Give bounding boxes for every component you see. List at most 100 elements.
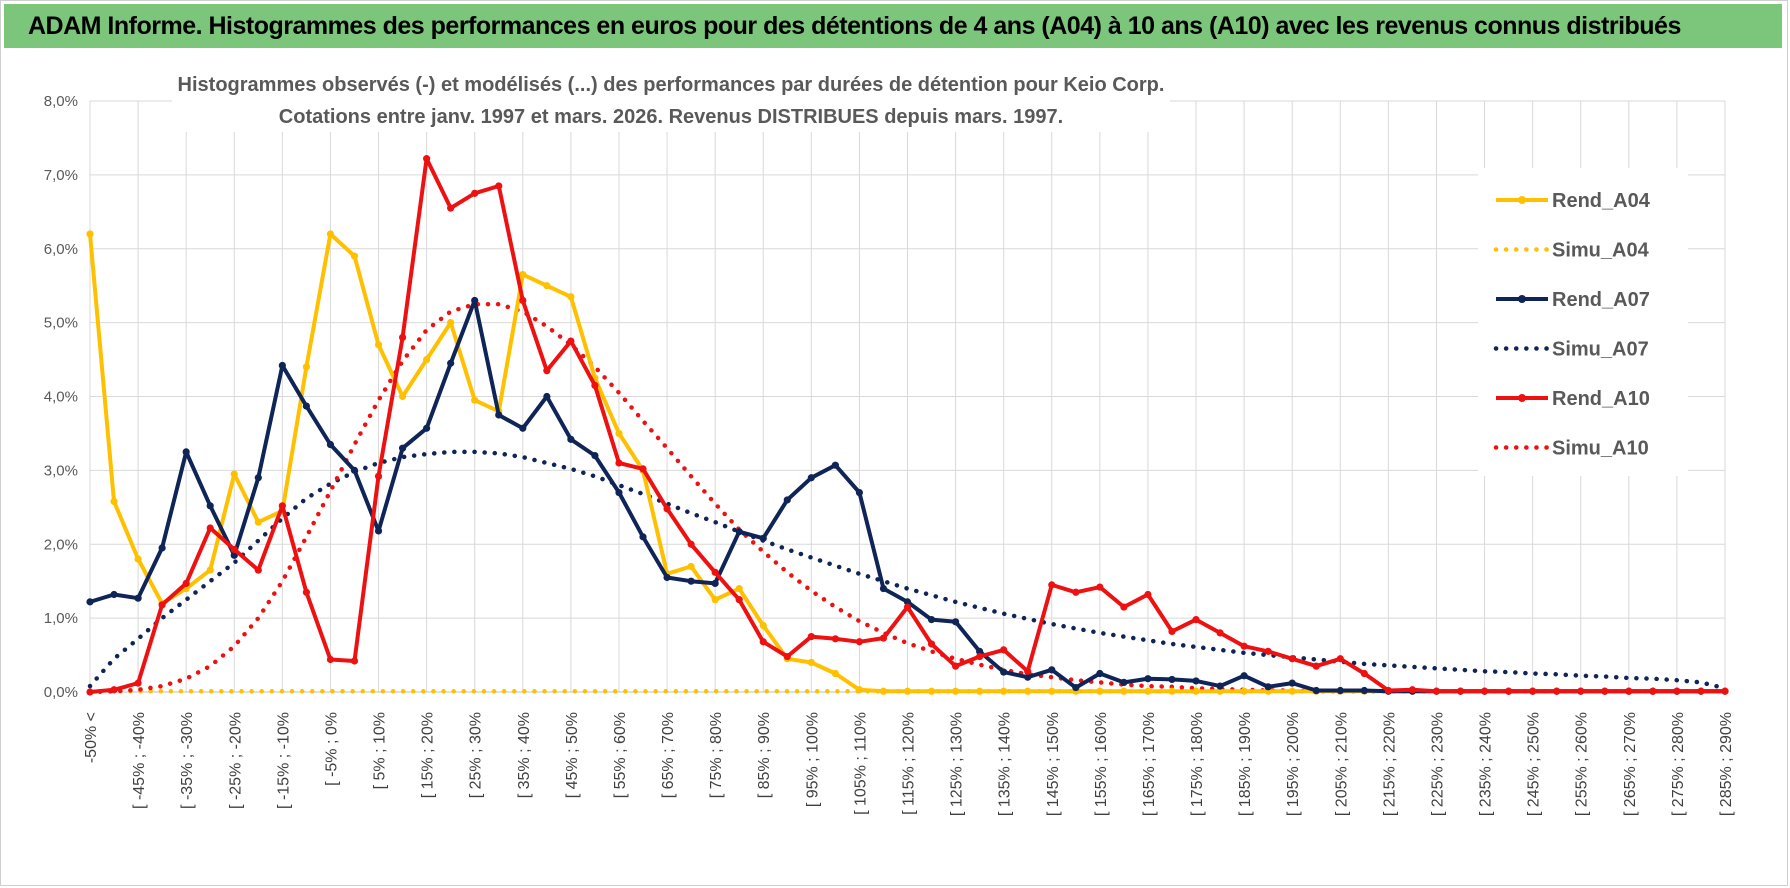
data-point-rend_a04 (110, 497, 118, 506)
data-point-rend_a04 (759, 621, 767, 630)
data-point-rend_a07 (134, 594, 142, 602)
data-point-rend_a10 (1408, 686, 1417, 694)
data-point-rend_a04 (687, 562, 695, 571)
data-point-rend_a07 (86, 598, 94, 606)
data-point-rend_a04 (423, 355, 431, 364)
data-point-rend_a10 (1553, 687, 1561, 695)
x-tick-label: -50% < (83, 712, 100, 763)
data-point-rend_a10 (1048, 581, 1056, 589)
data-point-rend_a10 (1529, 687, 1537, 695)
x-tick-label: [ -45% ; -40% (131, 712, 148, 809)
data-point-rend_a10 (1456, 687, 1465, 695)
data-point-rend_a10 (1480, 687, 1489, 695)
x-tick-label: [ 175% ; 180% (1189, 712, 1206, 816)
data-point-rend_a07 (423, 424, 431, 432)
plot-area (86, 155, 1729, 696)
data-point-rend_a10 (543, 367, 551, 375)
data-point-rend_a04 (1216, 687, 1224, 695)
data-point-rend_a04 (927, 687, 936, 695)
data-point-rend_a07 (879, 584, 888, 593)
data-point-rend_a07 (1216, 682, 1224, 690)
data-point-rend_a07 (639, 533, 647, 541)
x-tick-label: [ -15% ; -10% (275, 712, 292, 809)
chart-title-background (172, 66, 1170, 132)
data-point-rend_a10 (1625, 687, 1633, 695)
x-tick-label: [ -5% ; 0% (323, 712, 340, 786)
x-tick-label: [ 205% ; 210% (1333, 712, 1350, 816)
x-tick-label: [ 15% ; 20% (420, 712, 437, 798)
data-point-rend_a04 (1240, 687, 1248, 695)
x-tick-label: [ 65% ; 70% (660, 712, 677, 798)
data-point-rend_a07 (1072, 683, 1080, 692)
data-point-rend_a07 (278, 361, 286, 370)
data-point-rend_a07 (567, 435, 575, 443)
data-point-rend_a07 (1048, 666, 1056, 674)
data-point-rend_a10 (495, 182, 503, 190)
data-point-rend_a10 (374, 472, 383, 480)
data-point-rend_a10 (663, 505, 671, 513)
legend-label: Rend_A10 (1552, 388, 1650, 410)
chart-title-line2: Cotations entre janv. 1997 et mars. 2026… (279, 106, 1063, 128)
data-point-rend_a10 (759, 638, 767, 646)
y-tick-label: 6,0% (44, 241, 78, 258)
legend-label: Simu_A04 (1552, 240, 1650, 262)
data-point-rend_a10 (831, 635, 839, 643)
data-point-rend_a10 (230, 545, 238, 554)
data-point-rend_a07 (495, 411, 503, 419)
data-point-rend_a07 (447, 359, 455, 367)
x-tick-label: [ 225% ; 230% (1429, 712, 1446, 816)
data-point-rend_a10 (302, 588, 310, 596)
x-tick-label: [ 135% ; 140% (997, 712, 1014, 816)
data-point-rend_a10 (447, 204, 455, 212)
data-point-rend_a10 (1120, 603, 1128, 611)
x-tick-label: [ 85% ; 90% (756, 712, 773, 798)
x-tick-label: [ 215% ; 220% (1381, 712, 1398, 816)
data-point-rend_a10 (326, 655, 335, 664)
data-point-rend_a04 (1024, 687, 1032, 695)
data-point-rend_a10 (1192, 616, 1200, 624)
data-point-rend_a10 (182, 579, 190, 588)
data-point-rend_a07 (783, 496, 791, 504)
data-point-rend_a07 (110, 590, 118, 599)
data-point-rend_a10 (1240, 642, 1248, 650)
data-point-rend_a07 (615, 488, 623, 497)
data-point-rend_a10 (1697, 687, 1705, 695)
x-tick-label: [ 185% ; 190% (1237, 712, 1254, 816)
data-point-rend_a10 (423, 155, 431, 163)
data-point-rend_a04 (86, 230, 94, 238)
data-point-rend_a10 (1505, 687, 1513, 695)
y-tick-label: 8,0% (44, 93, 78, 110)
data-point-rend_a04 (1048, 687, 1056, 695)
data-point-rend_a10 (206, 524, 214, 532)
data-point-rend_a10 (86, 688, 94, 696)
data-point-rend_a10 (471, 189, 479, 197)
y-tick-label: 7,0% (44, 167, 78, 184)
data-point-rend_a07 (326, 440, 335, 449)
data-point-rend_a10 (927, 640, 936, 648)
legend-marker (1518, 394, 1526, 402)
data-point-rend_a04 (519, 271, 527, 279)
data-point-rend_a04 (1120, 687, 1128, 695)
y-tick-label: 0,0% (44, 684, 78, 701)
legend-label: Simu_A07 (1552, 339, 1649, 361)
x-tick-label: [ 55% ; 60% (612, 712, 629, 798)
data-point-rend_a04 (1000, 687, 1008, 695)
data-point-rend_a10 (639, 465, 647, 473)
data-point-rend_a04 (374, 341, 383, 349)
x-tick-label: [ 275% ; 280% (1670, 712, 1687, 816)
x-tick-label: [ 235% ; 240% (1478, 712, 1495, 816)
x-tick-label: [ 25% ; 30% (468, 712, 485, 798)
data-point-rend_a07 (1120, 678, 1128, 686)
x-tick-label: [ 5% ; 10% (372, 712, 389, 789)
data-point-rend_a10 (278, 502, 286, 510)
data-point-rend_a07 (951, 618, 960, 626)
data-point-rend_a10 (591, 381, 599, 390)
data-point-rend_a07 (350, 466, 359, 474)
series-line-simu_a07 (87, 449, 1728, 691)
x-tick-label: [ -35% ; -30% (179, 712, 196, 809)
data-point-rend_a07 (591, 452, 599, 460)
data-point-rend_a10 (903, 603, 912, 611)
data-point-rend_a10 (1144, 590, 1152, 599)
